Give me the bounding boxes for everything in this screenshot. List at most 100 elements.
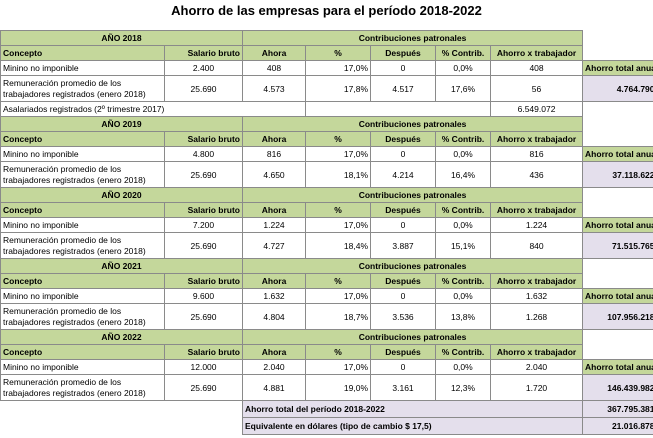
value-cell: 25.690 xyxy=(163,303,244,330)
column-header: Ahorro x trabajador xyxy=(490,344,584,360)
value-cell: 15,1% xyxy=(435,232,492,259)
value-cell: 0 xyxy=(370,146,437,162)
concept-label: Remuneración promedio de los trabajadore… xyxy=(0,374,165,401)
value-cell: 436 xyxy=(490,161,584,188)
column-header: % Contrib. xyxy=(435,45,492,61)
value-cell: 0 xyxy=(370,217,437,233)
value-cell: 0 xyxy=(370,288,437,304)
year-header-row: AÑO 2018 Contribuciones patronales xyxy=(0,30,653,46)
annual-savings: 71.515.765.739 xyxy=(582,232,653,259)
column-header: Después xyxy=(370,202,437,218)
column-header: Salario bruto xyxy=(163,202,244,218)
minimo-row: Minino no imponible 4.800 816 17,0% 0 0,0% 816… xyxy=(0,146,653,162)
value-cell: 3.887 xyxy=(370,232,437,259)
blank-cell xyxy=(583,132,653,147)
column-header: Ahora xyxy=(242,202,307,218)
column-header: Concepto xyxy=(0,202,165,218)
minimo-row: Minino no imponible 2.400 408 17,0% 0 0,0% 408… xyxy=(0,60,653,76)
value-cell: 16,4% xyxy=(435,161,492,188)
column-header: % Contrib. xyxy=(435,344,492,360)
column-header: Ahora xyxy=(242,273,307,289)
value-cell: 7.200 xyxy=(163,217,244,233)
asalariados-row: Asalariados registrados (2º trimestre 20… xyxy=(0,101,653,117)
value-cell: 0 xyxy=(370,60,437,76)
column-header: Ahorro x trabajador xyxy=(490,131,584,147)
column-header: % xyxy=(305,273,372,289)
blank-cell xyxy=(583,102,653,117)
total-row: Equivalente en dólares (tipo de cambio $… xyxy=(1,417,653,435)
savings-label: Ahorro total anual xyxy=(582,146,653,162)
value-cell: 0,0% xyxy=(435,288,492,304)
column-header: Ahorro x trabajador xyxy=(490,202,584,218)
value-cell: 4.214 xyxy=(370,161,437,188)
value-cell: 2.040 xyxy=(490,359,584,375)
value-cell: 4.881 xyxy=(242,374,307,401)
blank-cell xyxy=(583,188,653,203)
concept-label-text: Remuneración promedio de los trabajadore… xyxy=(3,305,146,327)
blank-cell xyxy=(583,259,653,274)
column-header: % xyxy=(305,202,372,218)
year-label: AÑO 2019 xyxy=(0,116,244,132)
column-header: Después xyxy=(370,45,437,61)
value-cell: 4.800 xyxy=(163,146,244,162)
value-cell: 19,0% xyxy=(305,374,372,401)
concept-label: Minino no imponible xyxy=(0,288,165,304)
minimo-row: Minino no imponible 7.200 1.224 17,0% 0 0,0% 1… xyxy=(0,217,653,233)
concept-label-text: Remuneración promedio de los trabajadore… xyxy=(3,376,146,398)
annual-savings: 4.764.790.677 xyxy=(582,75,653,102)
year-label: AÑO 2020 xyxy=(0,187,244,203)
column-header: Salario bruto xyxy=(163,131,244,147)
value-cell: 4.573 xyxy=(242,75,307,102)
total-label: Ahorro total del período 2018-2022 xyxy=(242,400,584,418)
value-cell: 1.224 xyxy=(242,217,307,233)
column-header: % xyxy=(305,45,372,61)
concept-label: Remuneración promedio de los trabajadore… xyxy=(0,232,165,259)
value-cell: 408 xyxy=(242,60,307,76)
value-cell: 25.690 xyxy=(163,374,244,401)
value-cell: 0,0% xyxy=(435,146,492,162)
value-cell: 3.161 xyxy=(370,374,437,401)
contrib-header: Contribuciones patronales xyxy=(242,258,584,274)
value-cell: 18,7% xyxy=(305,303,372,330)
value-cell: 13,8% xyxy=(435,303,492,330)
value-cell: 1.720 xyxy=(490,374,584,401)
column-header: Concepto xyxy=(0,273,165,289)
value-cell: 17,8% xyxy=(305,75,372,102)
value-cell: 17,0% xyxy=(305,288,372,304)
value-cell: 816 xyxy=(242,146,307,162)
value-cell: 0,0% xyxy=(435,359,492,375)
value-cell: 1.224 xyxy=(490,217,584,233)
blank-cell xyxy=(583,345,653,360)
value-cell: 4.650 xyxy=(242,161,307,188)
value-cell: 25.690 xyxy=(163,161,244,188)
blank-cell xyxy=(305,101,492,117)
column-header: Salario bruto xyxy=(163,273,244,289)
savings-label: Ahorro total anual xyxy=(582,60,653,76)
column-header: % xyxy=(305,344,372,360)
contrib-header: Contribuciones patronales xyxy=(242,116,584,132)
value-cell: 17,0% xyxy=(305,146,372,162)
value-cell: 0,0% xyxy=(435,60,492,76)
blank-cell xyxy=(583,31,653,46)
value-cell: 18,4% xyxy=(305,232,372,259)
value-cell: 12,3% xyxy=(435,374,492,401)
column-header: % Contrib. xyxy=(435,202,492,218)
remuneration-row: Remuneración promedio de los trabajadore… xyxy=(0,374,653,401)
blank-cell xyxy=(583,274,653,289)
blank-cell xyxy=(1,418,243,435)
column-header: Concepto xyxy=(0,45,165,61)
column-header: Ahora xyxy=(242,131,307,147)
year-header-row: AÑO 2019 Contribuciones patronales xyxy=(0,116,653,132)
column-header-row: Concepto Salario bruto Ahora% Después% Cont… xyxy=(0,273,653,289)
value-cell: 840 xyxy=(490,232,584,259)
column-header: Salario bruto xyxy=(163,344,244,360)
column-header-row: Concepto Salario bruto Ahora% Después% Cont… xyxy=(0,344,653,360)
contrib-header: Contribuciones patronales xyxy=(242,30,584,46)
column-header: Ahora xyxy=(242,45,307,61)
savings-label: Ahorro total anual xyxy=(582,359,653,375)
column-header: Después xyxy=(370,344,437,360)
concept-label: Minino no imponible xyxy=(0,217,165,233)
year-header-row: AÑO 2020 Contribuciones patronales xyxy=(0,187,653,203)
minimo-row: Minino no imponible 12.000 2.040 17,0% 0 0,0%… xyxy=(0,359,653,375)
value-cell: 2.040 xyxy=(242,359,307,375)
